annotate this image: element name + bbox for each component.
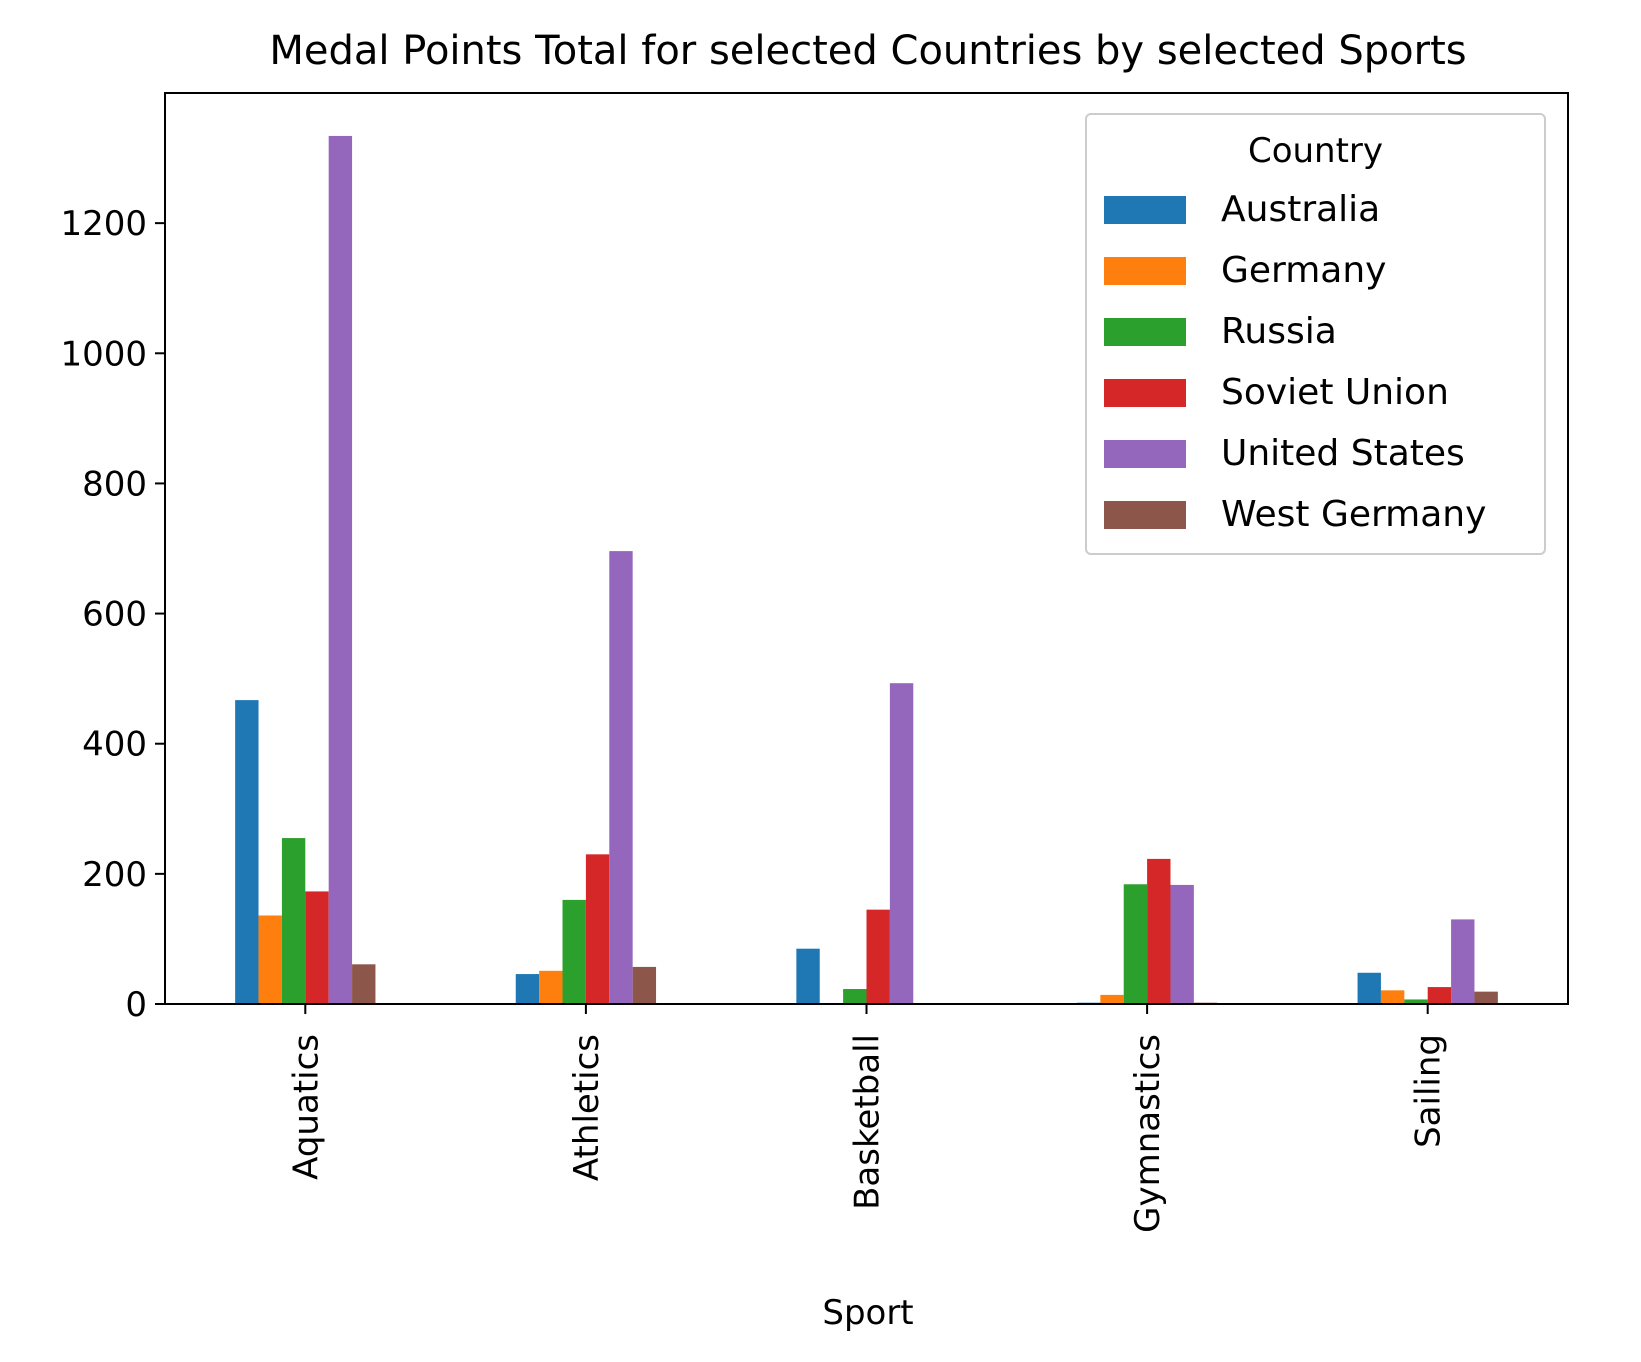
bar [1427,987,1452,1004]
bar [1123,884,1148,1004]
bar [609,551,633,1004]
bar [1147,858,1171,1004]
y-tick-label: 1200 [60,204,147,244]
bar [1170,884,1194,1004]
chart-title: Medal Points Total for selected Countrie… [269,28,1466,74]
y-tick-label: 200 [82,855,147,895]
legend-swatch [1104,196,1186,224]
bar [515,974,540,1004]
bar [258,915,282,1004]
legend-title: Country [1248,131,1383,171]
legend-entry-label: Australia [1221,189,1380,230]
bar [539,970,563,1004]
legend-swatch [1104,440,1186,468]
bar [889,683,914,1004]
bar [632,966,657,1004]
y-tick-label: 600 [82,595,147,635]
bar [1451,919,1475,1004]
bar [866,909,890,1004]
x-tick-label: Aquatics [286,1034,326,1180]
legend-swatch [1104,501,1186,529]
bar [352,964,376,1004]
legend-swatch [1104,318,1186,346]
x-tick-label: Basketball [848,1034,888,1210]
bar [235,700,259,1004]
bar [1380,990,1405,1004]
bar [305,891,329,1004]
y-tick-label: 1000 [60,334,147,374]
bar [1357,972,1381,1004]
plot-area: 0 200 400 600 800 1000 1200 Aquatics Athletics Ba… [60,92,1569,1233]
legend-entry-label: West Germany [1221,494,1486,535]
legend-box [1085,113,1546,555]
y-tick-label: 0 [125,985,147,1025]
bar [1100,994,1124,1004]
x-tick-label: Gymnastics [1128,1034,1168,1233]
x-tick-label: Athletics [567,1034,607,1181]
bar [585,854,610,1004]
series-united-states [328,135,1475,1004]
bar [281,838,306,1004]
x-tick-label: Sailing [1409,1034,1449,1148]
series-australia [235,700,1381,1004]
legend-entry-label: Germany [1221,250,1386,291]
legend: Country Australia Germany Russia Soviet Unio… [1085,113,1546,555]
series-germany [258,915,1405,1004]
bar [1404,999,1428,1004]
bar [562,899,586,1004]
series-russia [281,838,1428,1004]
bar [1474,991,1498,1004]
legend-entry-label: United States [1221,433,1465,474]
legend-entry-label: Russia [1221,311,1337,352]
bar [328,135,353,1004]
legend-swatch [1104,257,1186,285]
series-soviet-union [305,854,1452,1004]
legend-swatch [1104,379,1186,407]
x-axis-label: Sport [822,1293,913,1333]
y-tick-label: 400 [82,725,147,765]
bar [796,948,820,1004]
bar [843,989,867,1004]
legend-entry-label: Soviet Union [1221,372,1449,413]
series-west-germany [352,964,1498,1004]
y-tick-label: 800 [82,464,147,504]
